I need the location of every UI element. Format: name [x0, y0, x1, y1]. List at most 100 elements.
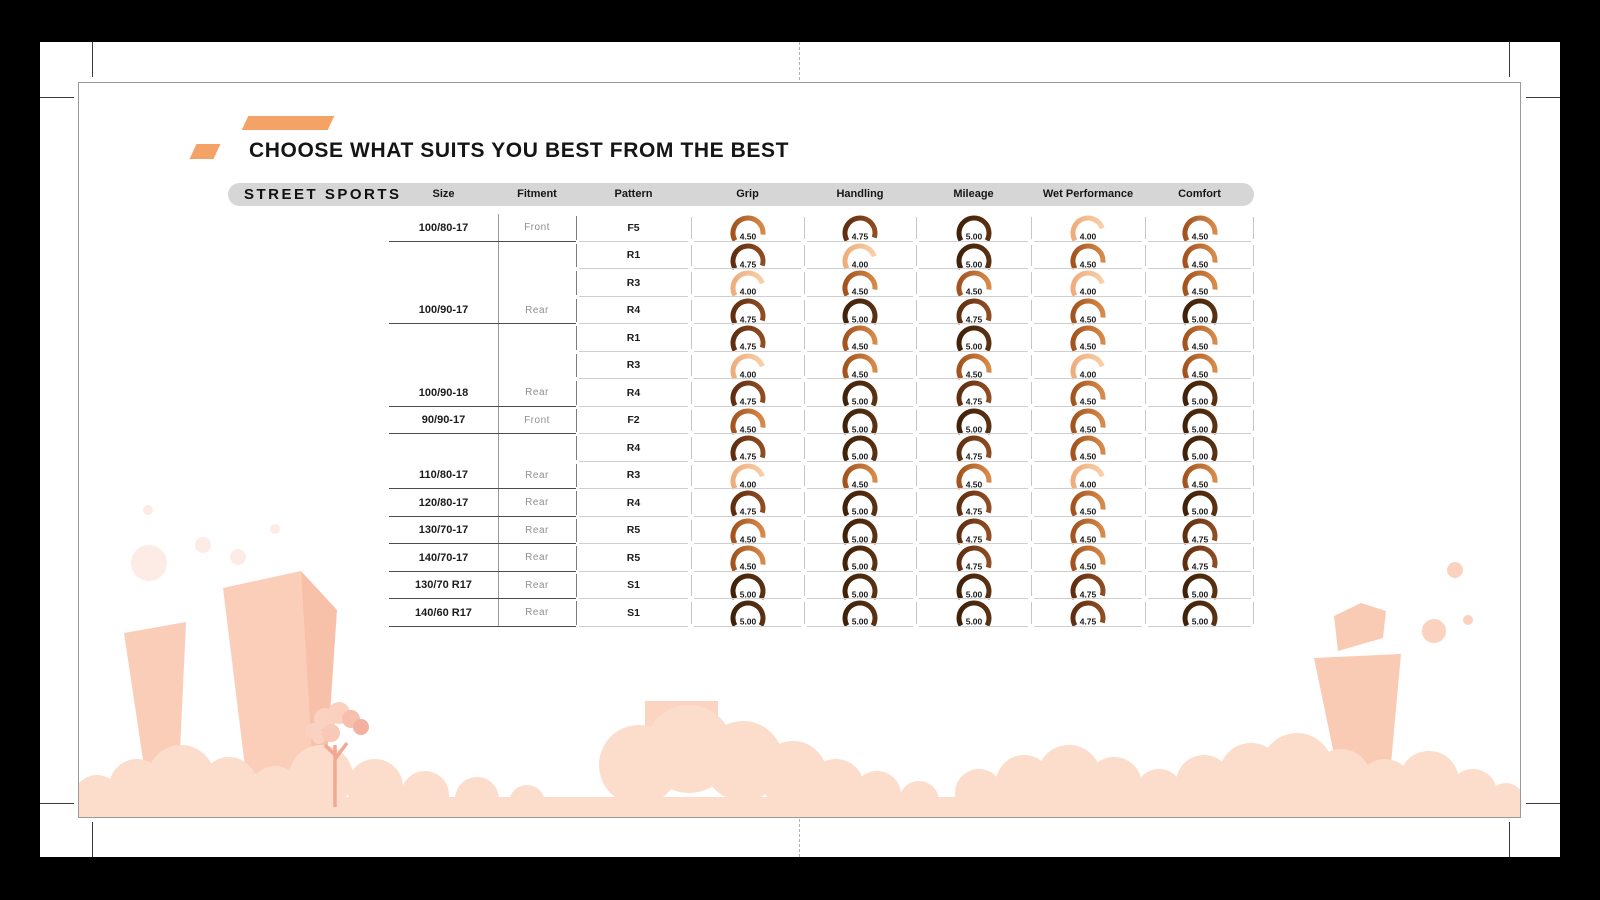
size-cell: [389, 434, 498, 462]
table-row: 140/60 R17 Rear S1 5.00 5.00 5.00 4.75 5.00: [389, 599, 1254, 627]
rating-gauge: 4.50: [1070, 408, 1106, 435]
rating-cell-grip: 4.50: [691, 214, 804, 242]
rating-gauge: 4.50: [842, 463, 878, 490]
fitment-value: Rear: [525, 497, 549, 509]
fitment-cell: Rear: [498, 516, 576, 545]
rating-cell-handling: 4.75: [804, 214, 916, 242]
rating-gauge: 4.50: [1070, 435, 1106, 462]
rating-cell-handling: 5.00: [804, 297, 916, 325]
rating-value: 5.00: [852, 617, 869, 627]
rating-gauge: 5.00: [842, 518, 878, 545]
tyre-size: 90/90-17: [421, 414, 466, 427]
rating-cell-mileage: 4.75: [916, 379, 1031, 407]
fitment-value: Front: [524, 222, 550, 234]
rating-gauge: 4.00: [730, 463, 765, 490]
column-header-comfort: Comfort: [1178, 188, 1221, 200]
rating-cell-wet-performance: 4.50: [1031, 242, 1145, 270]
rating-value: 4.50: [1191, 259, 1208, 269]
rating-cell-comfort: 4.50: [1145, 214, 1254, 242]
fitment-cell: Rear: [498, 296, 576, 325]
rating-cell-comfort: 5.00: [1145, 489, 1254, 517]
tyre-size: 100/90-17: [418, 304, 469, 317]
rating-gauge: 5.00: [956, 573, 991, 600]
rating-value: 5.00: [1191, 589, 1208, 599]
rating-cell-handling: 4.50: [804, 269, 916, 297]
center-fold-mark: [799, 42, 800, 80]
table-row: 100/90-18 Rear R4 4.75 5.00 4.75 4.50 5.00: [389, 379, 1254, 407]
rating-gauge: 4.00: [842, 243, 877, 270]
rating-gauge: 4.50: [1182, 243, 1217, 270]
rating-value: 4.50: [739, 562, 756, 572]
rating-value: 4.00: [1080, 369, 1097, 379]
pattern-code: F5: [627, 221, 640, 234]
rating-cell-comfort: 4.50: [1145, 324, 1254, 352]
catalog-page: CHOOSE WHAT SUITS YOU BEST FROM THE BEST…: [78, 82, 1521, 818]
pattern-cell: R5: [576, 517, 691, 545]
rating-gauge: 4.00: [1070, 463, 1105, 490]
rating-cell-handling: 5.00: [804, 489, 916, 517]
rating-cell-wet-performance: 4.00: [1031, 352, 1145, 380]
rating-cell-comfort: 4.75: [1145, 544, 1254, 572]
rating-cell-mileage: 5.00: [916, 407, 1031, 435]
column-header-wet-performance: Wet Performance: [1042, 188, 1134, 200]
rating-value: 4.75: [965, 314, 982, 324]
fitment-value: Rear: [525, 304, 549, 316]
rating-value: 5.00: [1191, 452, 1208, 462]
rating-value: 4.50: [852, 479, 869, 489]
rating-gauge: 4.50: [1182, 215, 1217, 242]
column-header-handling: Handling: [836, 188, 884, 200]
rating-gauge: 5.00: [842, 435, 878, 462]
rating-gauge: 4.75: [956, 490, 991, 517]
pattern-cell: R4: [576, 379, 691, 407]
pattern-cell: R3: [576, 269, 691, 297]
rating-cell-mileage: 5.00: [916, 324, 1031, 352]
rating-gauge: 5.00: [842, 380, 878, 407]
size-cell: 140/70-17: [389, 544, 498, 572]
rating-cell-mileage: 4.50: [916, 269, 1031, 297]
rating-gauge: 5.00: [1182, 600, 1217, 627]
rating-cell-mileage: 5.00: [916, 242, 1031, 270]
rating-value: 4.50: [852, 342, 869, 352]
pattern-code: R1: [626, 331, 641, 344]
rating-cell-grip: 4.75: [691, 242, 804, 270]
rating-value: 5.00: [1191, 314, 1208, 324]
rating-cell-wet-performance: 4.75: [1031, 572, 1145, 600]
fitment-cell: Rear: [498, 571, 576, 600]
rating-value: 4.00: [739, 369, 756, 379]
pattern-cell: R4: [576, 297, 691, 325]
rating-gauge: 4.50: [730, 518, 765, 545]
rating-cell-handling: 4.00: [804, 242, 916, 270]
rating-cell-handling: 4.50: [804, 352, 916, 380]
rating-cell-wet-performance: 4.50: [1031, 517, 1145, 545]
rating-cell-handling: 5.00: [804, 599, 916, 627]
pattern-code: S1: [627, 606, 640, 619]
pattern-code: R5: [626, 524, 641, 537]
rating-value: 4.50: [1080, 314, 1097, 324]
size-cell: 100/80-17: [389, 214, 498, 242]
rating-cell-wet-performance: 4.00: [1031, 214, 1145, 242]
rating-cell-mileage: 4.75: [916, 544, 1031, 572]
rating-value: 4.75: [739, 397, 756, 407]
crop-mark: [1526, 97, 1560, 98]
tyre-size: 130/70-17: [418, 524, 469, 537]
rating-value: 4.50: [1080, 342, 1097, 352]
rating-gauge: 4.50: [730, 408, 765, 435]
size-cell: 100/90-17: [389, 297, 498, 325]
rating-value: 5.00: [1191, 507, 1208, 517]
fitment-value: Rear: [525, 469, 549, 481]
rating-gauge: 4.50: [1070, 325, 1106, 352]
rating-cell-wet-performance: 4.50: [1031, 544, 1145, 572]
table-row: 120/80-17 Rear R4 4.75 5.00 4.75 4.50 5.00: [389, 489, 1254, 517]
rating-value: 4.50: [1080, 507, 1097, 517]
crop-mark: [40, 97, 74, 98]
tree-decoration: [305, 702, 369, 807]
rating-value: 4.75: [739, 507, 756, 517]
pattern-cell: R1: [576, 242, 691, 270]
crop-mark: [40, 803, 74, 804]
rating-gauge: 4.50: [842, 353, 878, 380]
rating-value: 4.00: [852, 259, 869, 269]
rating-gauge: 5.00: [956, 243, 991, 270]
rating-cell-comfort: 4.75: [1145, 517, 1254, 545]
rating-gauge: 4.75: [730, 380, 765, 407]
rating-gauge: 4.00: [1070, 353, 1105, 380]
